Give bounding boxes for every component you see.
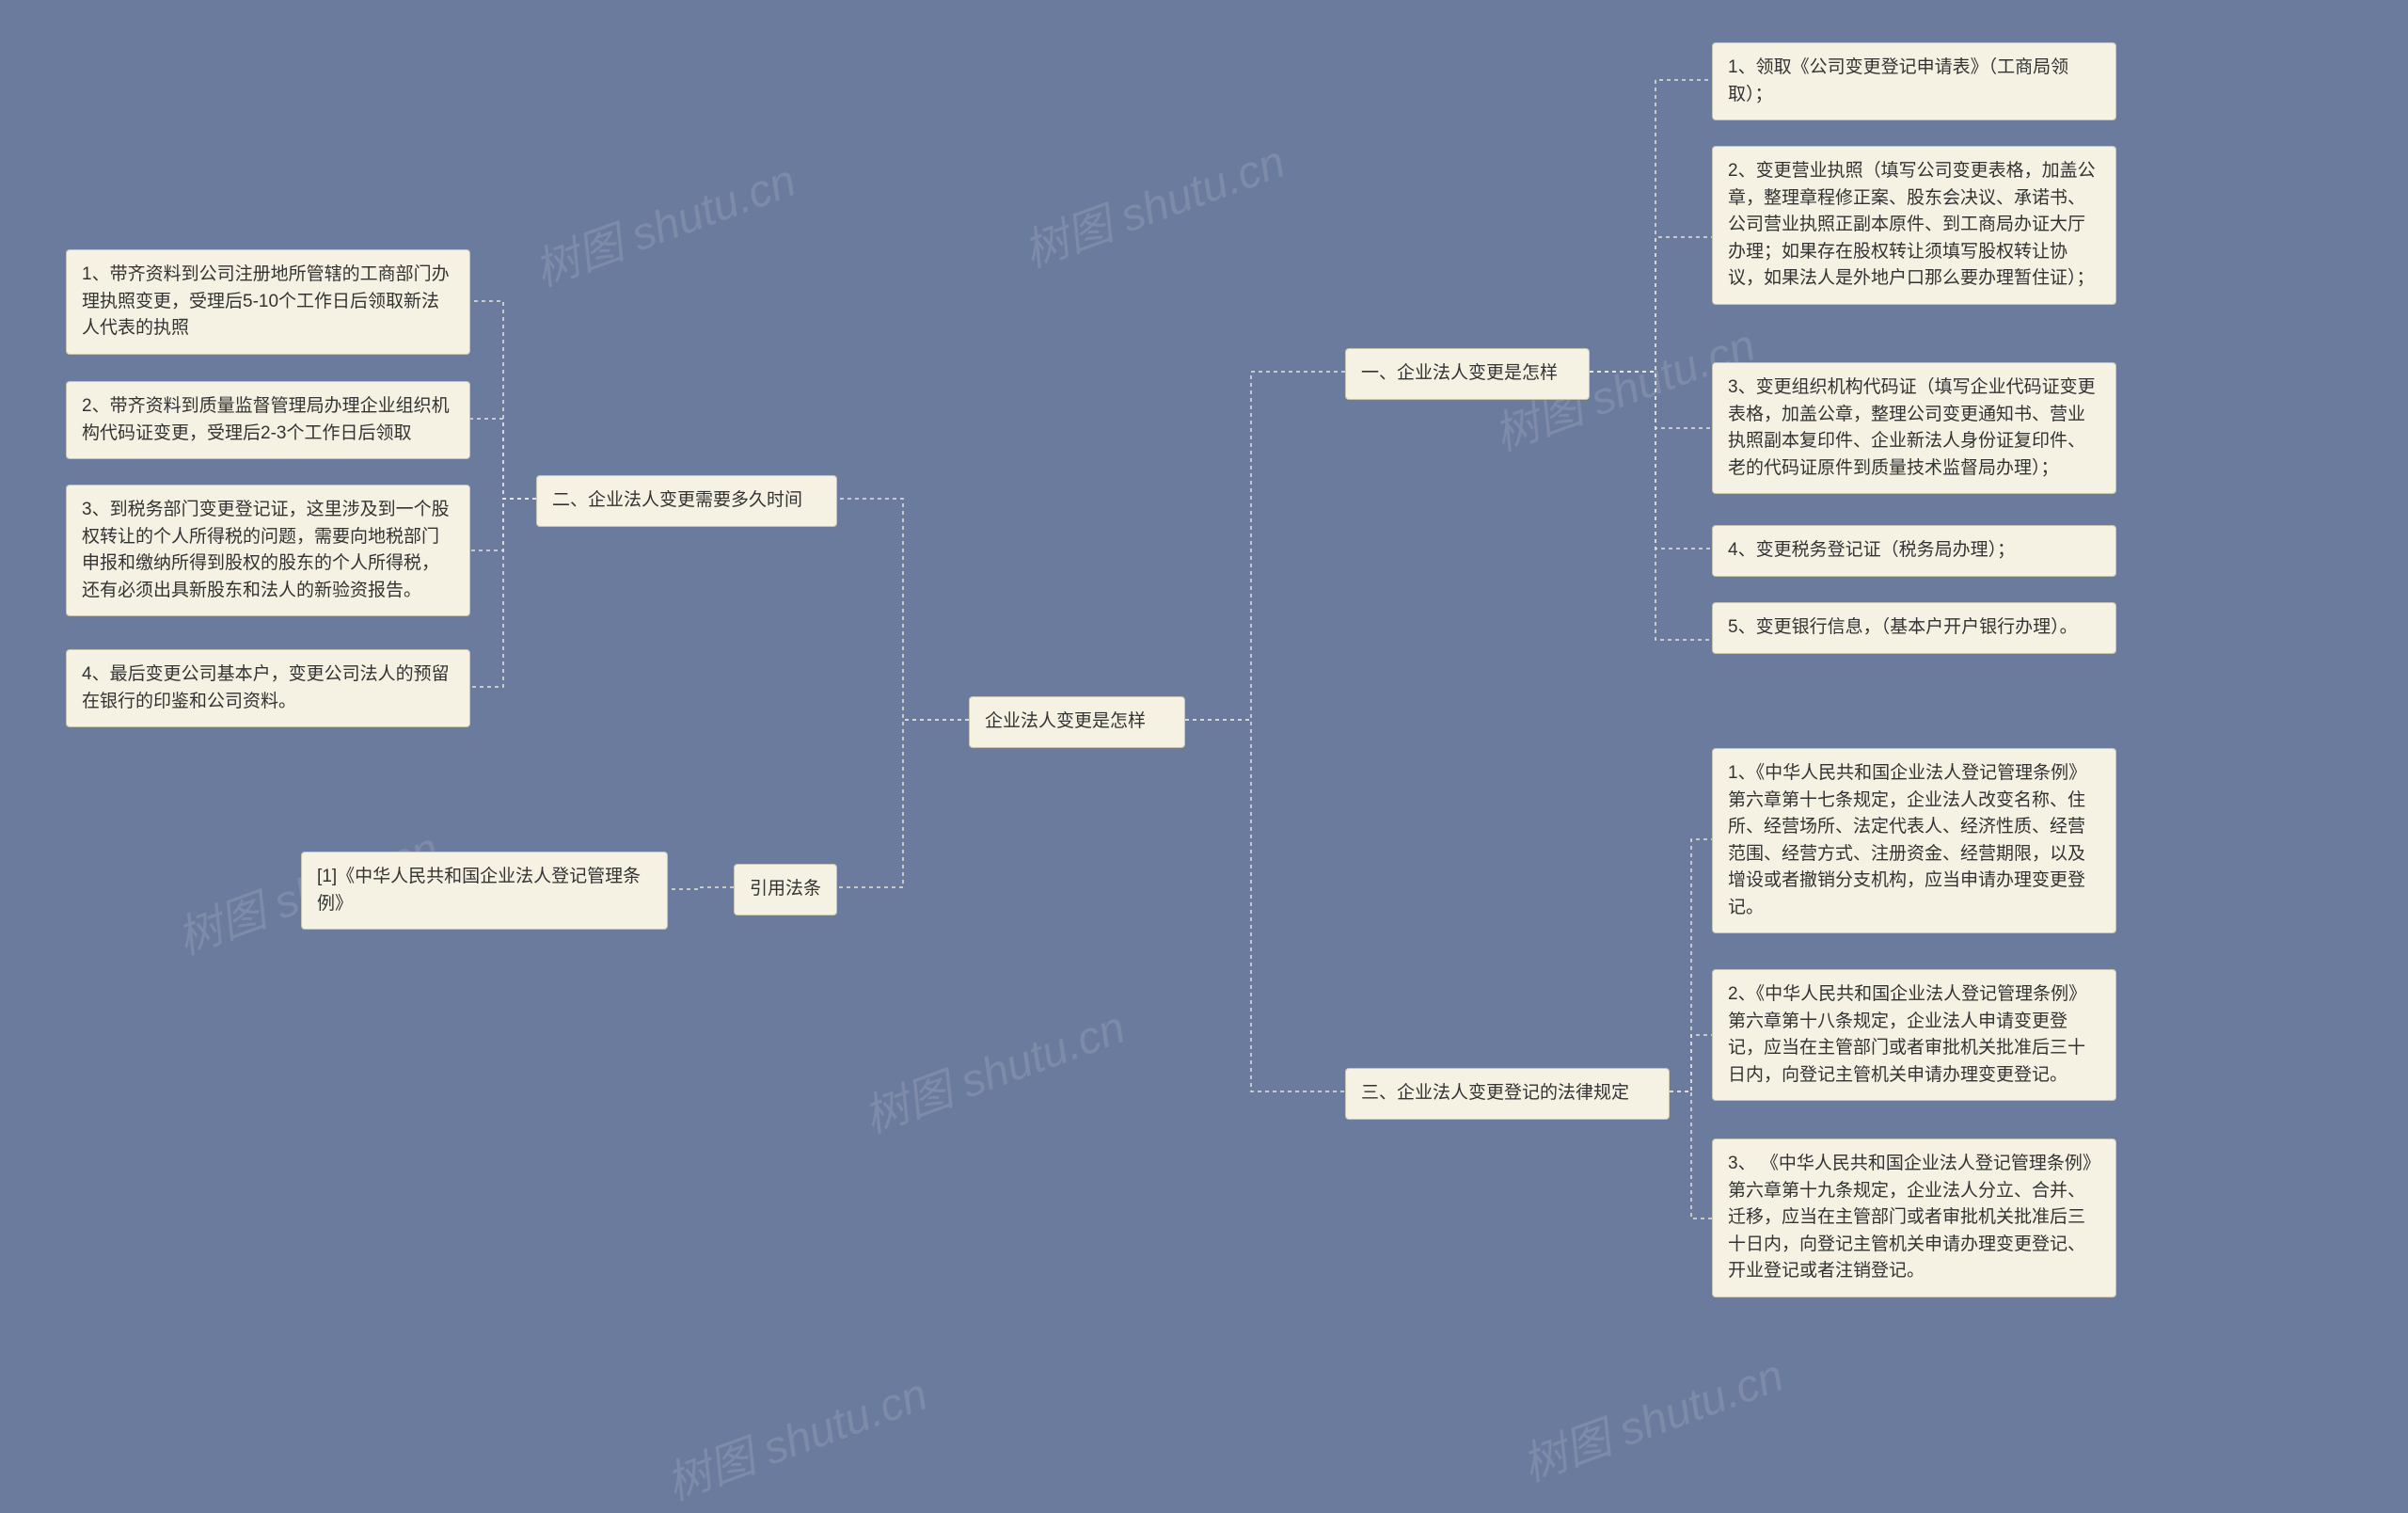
leaf-node: 2、变更营业执照（填写公司变更表格，加盖公章，整理章程修正案、股东会决议、承诺书… bbox=[1712, 146, 2116, 305]
watermark: 树图 shutu.cn bbox=[524, 143, 803, 298]
watermark: 树图 shutu.cn bbox=[1013, 124, 1292, 279]
leaf-node: 3、 《中华人民共和国企业法人登记管理条例》第六章第十九条规定，企业法人分立、合… bbox=[1712, 1139, 2116, 1298]
leaf-node: [1]《中华人民共和国企业法人登记管理条例》 bbox=[301, 852, 668, 930]
branch-node: 一、企业法人变更是怎样 bbox=[1345, 348, 1590, 400]
watermark: 树图 shutu.cn bbox=[656, 1357, 935, 1512]
center-node: 企业法人变更是怎样 bbox=[969, 696, 1185, 748]
watermark: 树图 shutu.cn bbox=[1512, 1338, 1791, 1493]
branch-node: 三、企业法人变更登记的法律规定 bbox=[1345, 1068, 1670, 1120]
branch-node: 二、企业法人变更需要多久时间 bbox=[536, 475, 837, 527]
leaf-node: 1、《中华人民共和国企业法人登记管理条例》第六章第十七条规定，企业法人改变名称、… bbox=[1712, 748, 2116, 933]
leaf-node: 3、到税务部门变更登记证，这里涉及到一个股权转让的个人所得税的问题，需要向地税部… bbox=[66, 485, 470, 616]
leaf-node: 2、带齐资料到质量监督管理局办理企业组织机构代码证变更，受理后2-3个工作日后领… bbox=[66, 381, 470, 459]
branch-node: 引用法条 bbox=[734, 864, 837, 916]
leaf-node: 3、变更组织机构代码证（填写企业代码证变更表格，加盖公章，整理公司变更通知书、营… bbox=[1712, 362, 2116, 494]
leaf-node: 4、最后变更公司基本户，变更公司法人的预留在银行的印鉴和公司资料。 bbox=[66, 649, 470, 727]
watermark: 树图 shutu.cn bbox=[853, 990, 1133, 1145]
leaf-node: 1、领取《公司变更登记申请表》（工商局领取）； bbox=[1712, 42, 2116, 120]
leaf-node: 2、《中华人民共和国企业法人登记管理条例》第六章第十八条规定，企业法人申请变更登… bbox=[1712, 969, 2116, 1101]
leaf-node: 5、变更银行信息，（基本户开户银行办理）。 bbox=[1712, 602, 2116, 654]
leaf-node: 4、变更税务登记证（税务局办理）； bbox=[1712, 525, 2116, 577]
leaf-node: 1、带齐资料到公司注册地所管辖的工商部门办理执照变更，受理后5-10个工作日后领… bbox=[66, 249, 470, 355]
